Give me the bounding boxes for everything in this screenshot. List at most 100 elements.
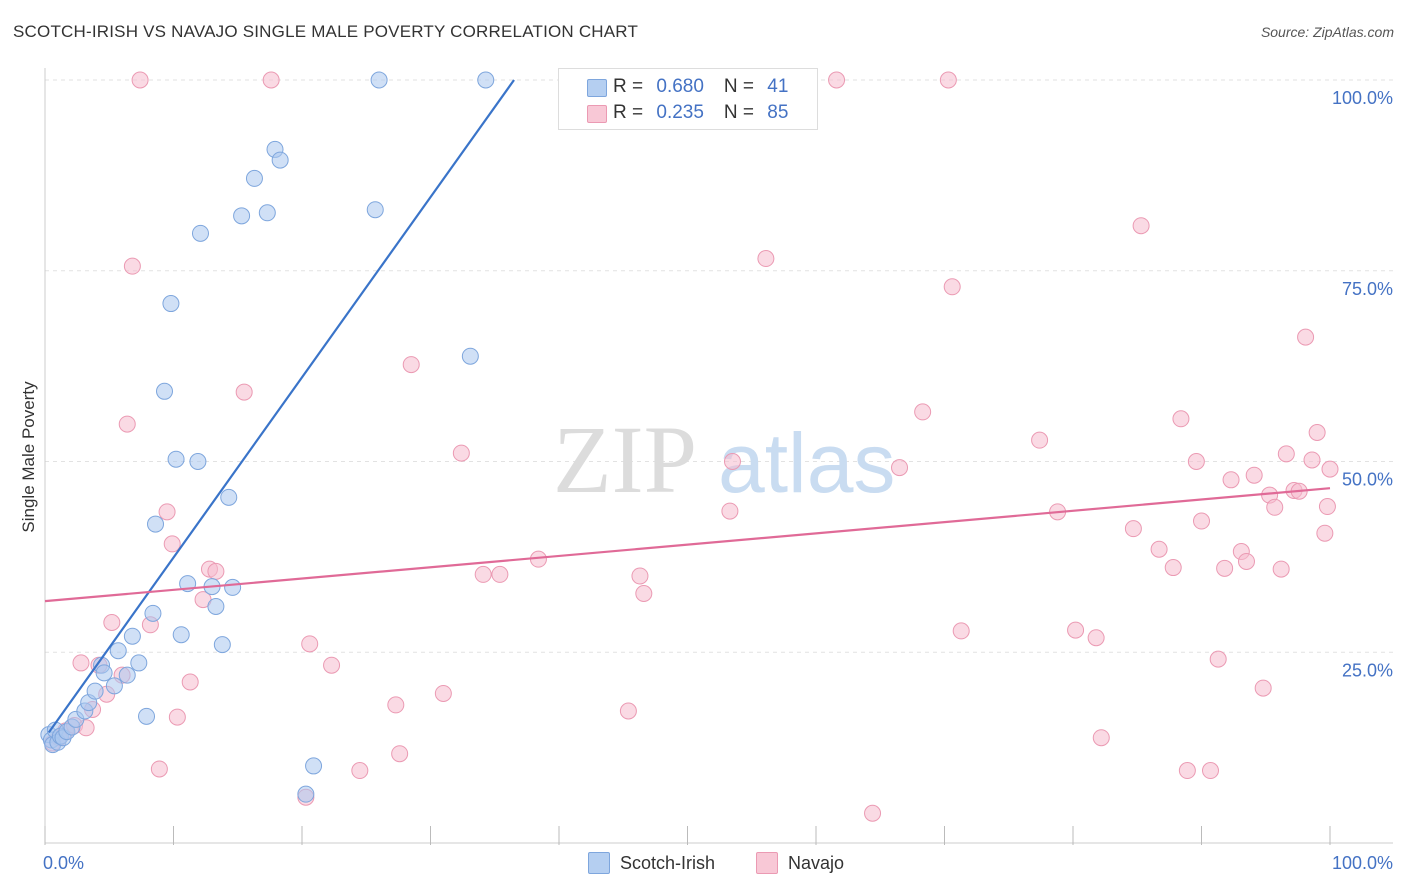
navajo-point [1193,512,1210,530]
navajo-point [491,565,509,583]
navajo-point [235,383,253,401]
navajo-point [131,71,149,89]
x-tick-label: 0.0% [43,853,84,873]
navajo-point [1092,729,1110,747]
navajo-point [1237,552,1255,570]
bottom-legend-label: Scotch-Irish [620,852,716,873]
scotch-irish-point [213,636,231,654]
source-label: Source: ZipAtlas.com [1260,24,1394,40]
navajo-point [123,257,141,275]
navajo-point [891,459,909,477]
legend-n-label: N = [723,76,760,97]
navajo-point [168,708,186,726]
legend-n-value: 85 [767,102,789,123]
scotch-irish-point [172,626,190,644]
regression-lines [44,79,1331,734]
legend-r-value: 0.680 [656,76,704,97]
scotch-irish-point [233,207,251,225]
navajo-point [1132,217,1150,235]
navajo-point [1209,650,1227,668]
y-tick-label: 50.0% [1342,470,1393,490]
bottom-legend-scotch-irish: Scotch-Irish [588,852,715,874]
y-tick-label: 100.0% [1332,88,1393,108]
scotch-irish-point [220,488,238,506]
navajo-point [1297,328,1315,346]
navajo-point [103,613,121,631]
scotch-irish-point [144,604,162,622]
navajo-point [1087,629,1105,647]
navajo-point [1254,679,1272,697]
bottom-legend-label: Navajo [788,852,845,873]
scotch-irish-point [366,201,384,219]
navajo-point [631,567,649,585]
scotch-irish-point [189,453,207,470]
bottom-legend-navajo: Navajo [756,852,844,874]
scotch-irish-point [271,151,289,169]
navajo-point [118,415,136,433]
navajo-point [391,745,409,763]
navajo-point [1318,498,1336,516]
navajo-point [1277,445,1295,463]
navajo-point [1266,498,1284,516]
navajo-point [864,804,882,822]
scotch-irish-point [297,785,315,803]
navajo-point [1303,451,1321,469]
scotch-irish-point [207,597,225,615]
navajo-point [1178,762,1196,780]
legend-row-navajo: R = 0.235 N = 85 [587,101,789,125]
navajo-point [1245,466,1263,484]
axes [44,68,1393,845]
navajo-point [158,503,176,521]
scotch-irish-point [86,682,104,700]
navajo-point [402,356,420,374]
scotch-irish-point [224,578,242,596]
scotch-irish-point [95,664,113,682]
navajo-point [952,622,970,640]
legend-swatch-blue [587,79,607,97]
scotch-irish-point [138,707,156,725]
scotch-irish-point [191,224,209,242]
navajo-point [1150,540,1168,558]
navajo-point [262,71,280,89]
scotch-irish-point [370,71,388,89]
scotch-irish-regression-line [47,79,515,734]
navajo-point [351,762,369,780]
scotch-irish-point [305,757,323,775]
correlation-legend: R = 0.680 N = 41 R = 0.235 N = 85 [558,68,818,130]
navajo-point [323,656,341,674]
legend-row-scotch-irish: R = 0.680 N = 41 [587,75,789,99]
navajo-point [1216,559,1234,577]
legend-r-label: R = [613,102,649,123]
scotch-irish-point [123,627,141,645]
navajo-point [387,696,405,714]
scotch-irish-point [258,204,276,222]
navajo-point [1222,471,1240,489]
legend-r-value: 0.235 [656,102,704,123]
navajo-point [828,71,846,89]
navajo-points [44,71,1339,822]
navajo-point [474,565,492,583]
y-tick-label: 75.0% [1342,279,1393,299]
navajo-point [914,403,932,421]
navajo-regression-line [44,487,1331,603]
scotch-irish-point [245,169,263,187]
navajo-point [207,562,225,580]
watermark-zip: ZIP [553,406,697,513]
navajo-point [1272,560,1290,578]
scotch-irish-point [162,295,180,313]
legend-n-label: N = [723,102,760,123]
navajo-point [181,673,199,691]
navajo-point [939,71,957,89]
legend-n-value: 41 [767,76,789,97]
navajo-point [1067,621,1085,639]
scotch-irish-point [109,642,127,660]
navajo-point [1187,453,1205,470]
navajo-point [434,684,452,702]
navajo-point [1316,524,1334,542]
navajo-point [635,584,653,602]
navajo-point [1172,410,1190,428]
navajo-point [1308,424,1326,442]
watermark-atlas: atlas [718,416,895,510]
navajo-point [1201,762,1219,780]
